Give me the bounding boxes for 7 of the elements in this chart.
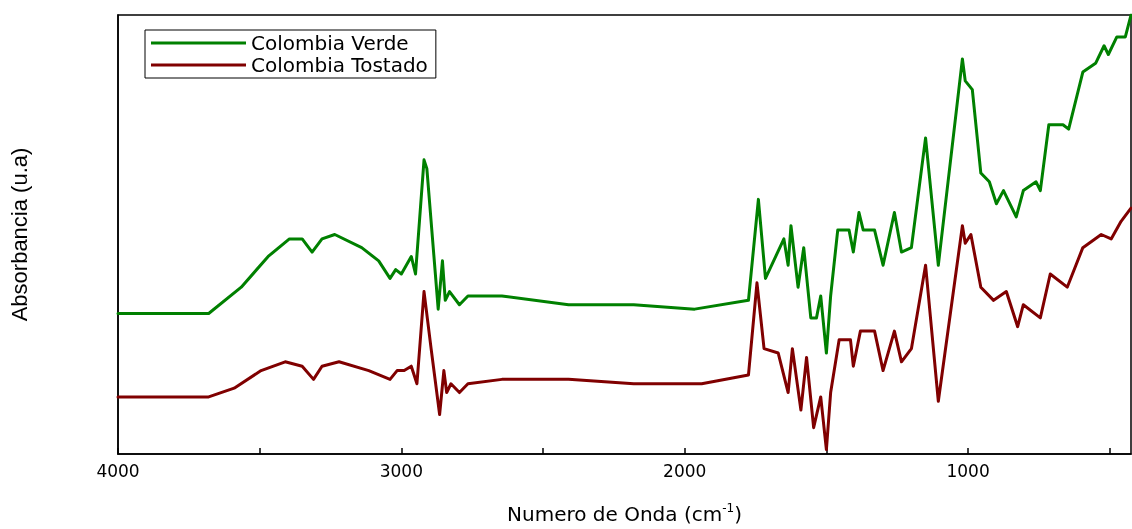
x-tick-label: 3000 <box>379 460 423 481</box>
x-tick-label: 2000 <box>663 460 707 481</box>
legend-label: Colombia Tostado <box>251 53 428 77</box>
x-tick-label: 4000 <box>96 460 140 481</box>
legend-label: Colombia Verde <box>251 31 409 55</box>
y-axis-title: Absorbancia (u.a) <box>6 147 32 322</box>
x-tick-label: 1000 <box>946 460 990 481</box>
